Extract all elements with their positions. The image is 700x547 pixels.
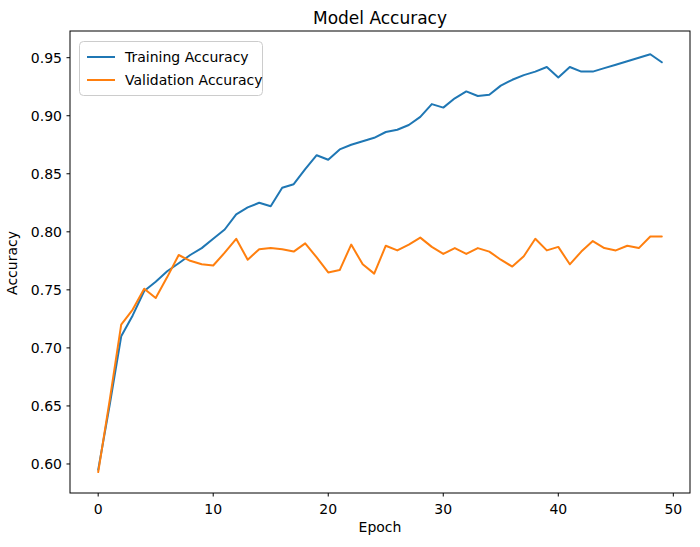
y-tick-label: 0.65	[31, 398, 62, 414]
legend-item-training-label: Training Accuracy	[124, 49, 249, 65]
x-axis-label: Epoch	[359, 519, 402, 535]
figure-canvas: 0 10 20 30 40 50 0.60 0.65 0.70 0.75 0.80 0.85 0.90 0…	[0, 0, 700, 547]
series-layer	[98, 54, 662, 472]
x-tick-label: 20	[319, 501, 337, 517]
chart-title: Model Accuracy	[313, 8, 447, 28]
legend: Training Accuracy Validation Accuracy	[80, 42, 263, 96]
x-tick-label: 40	[549, 501, 567, 517]
y-axis-label: Accuracy	[4, 231, 20, 295]
validation-series-line	[98, 237, 662, 473]
legend-item-validation-label: Validation Accuracy	[125, 72, 263, 88]
x-tick-label: 50	[664, 501, 682, 517]
x-tick-label: 0	[94, 501, 103, 517]
y-tick-label: 0.70	[31, 340, 62, 356]
y-tick-label: 0.90	[31, 108, 62, 124]
y-tick-label: 0.85	[31, 166, 62, 182]
x-tick-label: 10	[204, 501, 222, 517]
y-tick-label: 0.75	[31, 282, 62, 298]
accuracy-chart: 0 10 20 30 40 50 0.60 0.65 0.70 0.75 0.80 0.85 0.90 0…	[0, 0, 700, 547]
ticks-layer: 0 10 20 30 40 50 0.60 0.65 0.70 0.75 0.80 0.85 0.90 0…	[31, 50, 682, 517]
y-tick-label: 0.80	[31, 224, 62, 240]
y-tick-label: 0.95	[31, 50, 62, 66]
x-tick-label: 30	[434, 501, 452, 517]
y-tick-label: 0.60	[31, 456, 62, 472]
